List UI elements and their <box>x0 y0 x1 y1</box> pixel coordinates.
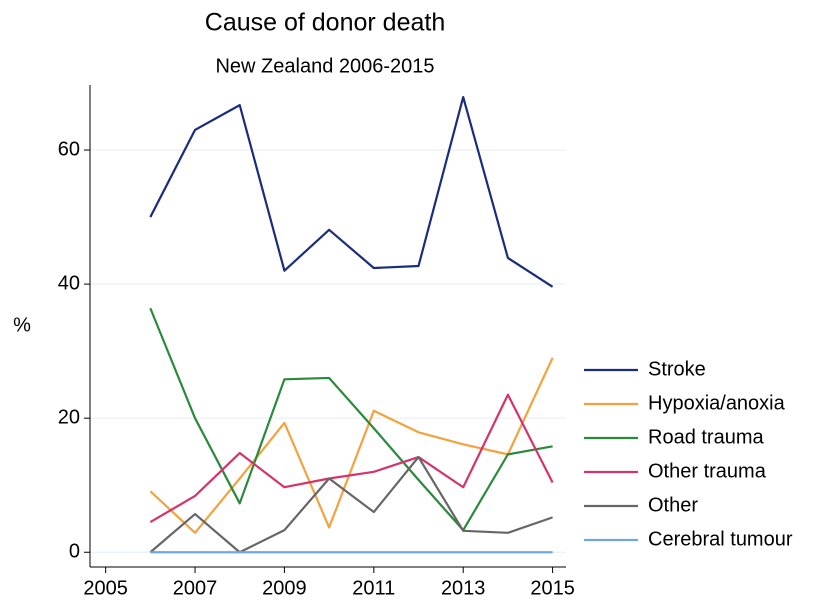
series-line <box>149 307 553 532</box>
series-line <box>149 357 554 534</box>
legend-label: Stroke <box>648 358 706 380</box>
x-tick-label: 2009 <box>262 577 307 599</box>
chart-subtitle: New Zealand 2006-2015 <box>215 55 434 77</box>
y-axis-label: % <box>13 314 31 336</box>
x-tick-label: 2007 <box>173 577 218 599</box>
legend-label: Road trauma <box>648 426 764 448</box>
x-tick-label: 2013 <box>441 577 486 599</box>
legend-label: Hypoxia/anoxia <box>648 392 786 414</box>
legend-label: Other trauma <box>648 460 767 482</box>
series-line <box>149 393 554 524</box>
x-tick-label: 2005 <box>83 577 128 599</box>
series-line <box>149 95 554 288</box>
y-tick-label: 0 <box>69 541 80 563</box>
x-tick-label: 2015 <box>530 577 575 599</box>
legend-label: Other <box>648 494 698 516</box>
series-line <box>149 455 553 554</box>
x-tick-label: 2011 <box>352 577 395 599</box>
y-tick-label: 20 <box>58 406 80 428</box>
legend-label: Cerebral tumour <box>648 528 793 550</box>
y-tick-label: 60 <box>58 138 80 160</box>
chart-title: Cause of donor death <box>205 9 445 37</box>
y-tick-label: 40 <box>58 272 80 294</box>
